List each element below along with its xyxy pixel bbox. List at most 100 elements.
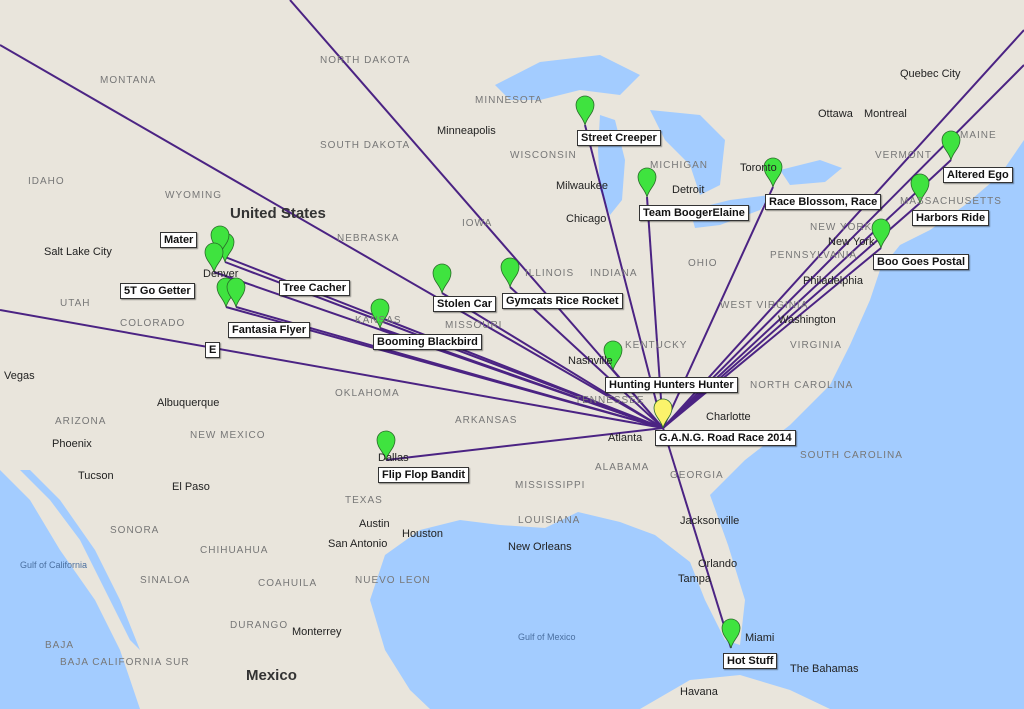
city-label: Tucson	[78, 470, 114, 482]
state-label: NORTH CAROLINA	[750, 380, 854, 391]
state-label: MASSACHUSETTS	[900, 196, 1002, 207]
route-line	[213, 271, 664, 429]
racer-label[interactable]: Harbors Ride	[912, 210, 990, 226]
route-line	[662, 29, 1024, 429]
lake-superior	[495, 55, 640, 100]
map-pin-yellow-icon[interactable]	[653, 398, 673, 429]
racer-label[interactable]: Flip Flop Bandit	[378, 467, 470, 483]
country-label: United States	[230, 205, 326, 222]
state-label: IOWA	[462, 218, 493, 229]
state-label: NEW YORK	[810, 222, 873, 233]
racer-label[interactable]: Fantasia Flyer	[228, 322, 310, 338]
racer-label[interactable]: Tree Cacher	[279, 280, 350, 296]
state-label: WISCONSIN	[510, 150, 577, 161]
map-pin-green-icon[interactable]	[721, 618, 741, 649]
map-pin-green-icon[interactable]	[603, 340, 623, 371]
racer-label[interactable]: 5T Go Getter	[120, 283, 195, 299]
city-label: Denver	[203, 268, 239, 280]
state-label: TENNESSEE	[575, 395, 645, 406]
state-label: OKLAHOMA	[335, 388, 400, 399]
city-label: Milwaukee	[556, 180, 608, 192]
map-pin-green-icon[interactable]	[910, 173, 930, 204]
map-pin-green-icon[interactable]	[204, 242, 224, 273]
city-label: Quebec City	[900, 68, 961, 80]
racer-label[interactable]: Boo Goes Postal	[873, 254, 970, 270]
city-label: The Bahamas	[790, 663, 859, 675]
state-label: COLORADO	[120, 318, 186, 329]
state-label: NORTH DAKOTA	[320, 55, 411, 66]
city-label: Austin	[359, 518, 390, 530]
state-label: NUEVO LEON	[355, 575, 431, 586]
city-label: New Orleans	[508, 541, 572, 553]
state-label: TEXAS	[345, 495, 383, 506]
racer-label[interactable]: Hot Stuff	[723, 653, 778, 669]
city-label: Jacksonville	[680, 515, 740, 527]
racer-label[interactable]: Booming Blackbird	[373, 334, 482, 350]
route-line	[662, 427, 732, 649]
map-pin-green-icon[interactable]	[763, 157, 783, 188]
map-pin-green-icon[interactable]	[432, 263, 452, 294]
map-pin-green-icon[interactable]	[871, 218, 891, 249]
racer-label[interactable]: Race Blossom, Race	[765, 194, 882, 210]
city-label: Toronto	[740, 162, 777, 174]
city-label: Washington	[778, 314, 836, 326]
state-label: LOUISIANA	[518, 515, 581, 526]
state-label: KANSAS	[355, 315, 402, 326]
racer-label[interactable]: Gymcats Rice Rocket	[502, 293, 623, 309]
racer-label[interactable]: Team BoogerElaine	[639, 205, 749, 221]
racer-label[interactable]: E	[205, 342, 221, 358]
racer-label[interactable]: Stolen Car	[433, 296, 497, 312]
water-label: Gulf of California	[20, 560, 88, 570]
state-label: VIRGINIA	[790, 340, 842, 351]
city-label: Minneapolis	[437, 125, 496, 137]
route-line	[662, 64, 1024, 429]
state-label: MAINE	[960, 130, 997, 141]
racer-label[interactable]: Street Creeper	[577, 130, 661, 146]
lake-huron	[650, 110, 725, 195]
city-label: Vegas	[4, 370, 35, 382]
atlantic-gulf-water	[370, 140, 1024, 709]
city-label: Orlando	[698, 558, 738, 570]
city-label: Salt Lake City	[44, 246, 112, 258]
origin-label[interactable]: G.A.N.G. Road Race 2014	[655, 430, 796, 446]
city-label: Tampa	[678, 573, 712, 585]
city-label: El Paso	[172, 481, 210, 493]
racer-label[interactable]: Hunting Hunters Hunter	[605, 377, 738, 393]
racer-label[interactable]: Mater	[160, 232, 198, 248]
map-pin-green-icon[interactable]	[370, 298, 390, 329]
city-label: Chicago	[566, 213, 607, 225]
state-label: BAJA	[45, 640, 75, 651]
state-label: MISSISSIPPI	[515, 480, 586, 491]
city-label: Detroit	[672, 184, 705, 196]
pacific-water	[0, 470, 140, 709]
map-pin-green-icon[interactable]	[941, 130, 961, 161]
state-label: OHIO	[688, 258, 718, 269]
city-label: Ottawa	[818, 108, 853, 120]
state-label: WEST VIRGINIA	[720, 300, 809, 311]
map-pin-green-icon[interactable]	[575, 95, 595, 126]
city-label: Charlotte	[706, 411, 751, 423]
state-label: UTAH	[60, 298, 91, 309]
state-label: MONTANA	[100, 75, 157, 86]
racer-label[interactable]: Altered Ego	[943, 167, 1013, 183]
country-label: Mexico	[246, 667, 297, 684]
map-pin-green-icon[interactable]	[500, 257, 520, 288]
route-line	[441, 292, 664, 429]
map-pin-green-icon[interactable]	[637, 167, 657, 198]
city-label: Montreal	[864, 108, 907, 120]
state-label: NEBRASKA	[337, 233, 400, 244]
lake-ontario	[780, 160, 842, 185]
city-label: Philadelphia	[803, 275, 863, 287]
water-label: Gulf of Mexico	[518, 632, 576, 642]
state-label: ARIZONA	[55, 416, 107, 427]
state-label: SONORA	[110, 525, 160, 536]
route-line	[289, 0, 664, 429]
map-pin-green-icon[interactable]	[376, 430, 396, 461]
state-label: MINNESOTA	[475, 95, 543, 106]
map-pin-green-icon[interactable]	[226, 277, 246, 308]
state-label: IDAHO	[28, 176, 65, 187]
state-label: CHIHUAHUA	[200, 545, 269, 556]
route-line	[0, 309, 664, 429]
state-label: INDIANA	[590, 268, 638, 279]
